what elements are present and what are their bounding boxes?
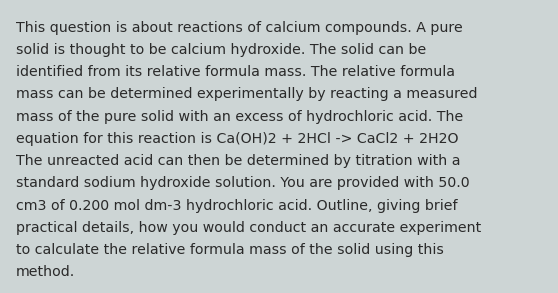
Text: The unreacted acid can then be determined by titration with a: The unreacted acid can then be determine… <box>16 154 460 168</box>
Text: equation for this reaction is Ca(OH)2 + 2HCl -> CaCl2 + 2H2O: equation for this reaction is Ca(OH)2 + … <box>16 132 458 146</box>
Text: mass can be determined experimentally by reacting a measured: mass can be determined experimentally by… <box>16 87 477 101</box>
Text: standard sodium hydroxide solution. You are provided with 50.0: standard sodium hydroxide solution. You … <box>16 176 469 190</box>
Text: identified from its relative formula mass. The relative formula: identified from its relative formula mas… <box>16 65 455 79</box>
Text: to calculate the relative formula mass of the solid using this: to calculate the relative formula mass o… <box>16 243 444 257</box>
Text: practical details, how you would conduct an accurate experiment: practical details, how you would conduct… <box>16 221 481 235</box>
Text: cm3 of 0.200 mol dm-3 hydrochloric acid. Outline, giving brief: cm3 of 0.200 mol dm-3 hydrochloric acid.… <box>16 199 457 213</box>
Text: This question is about reactions of calcium compounds. A pure: This question is about reactions of calc… <box>16 21 463 35</box>
Text: mass of the pure solid with an excess of hydrochloric acid. The: mass of the pure solid with an excess of… <box>16 110 463 124</box>
Text: method.: method. <box>16 265 75 280</box>
Text: solid is thought to be calcium hydroxide. The solid can be: solid is thought to be calcium hydroxide… <box>16 43 426 57</box>
